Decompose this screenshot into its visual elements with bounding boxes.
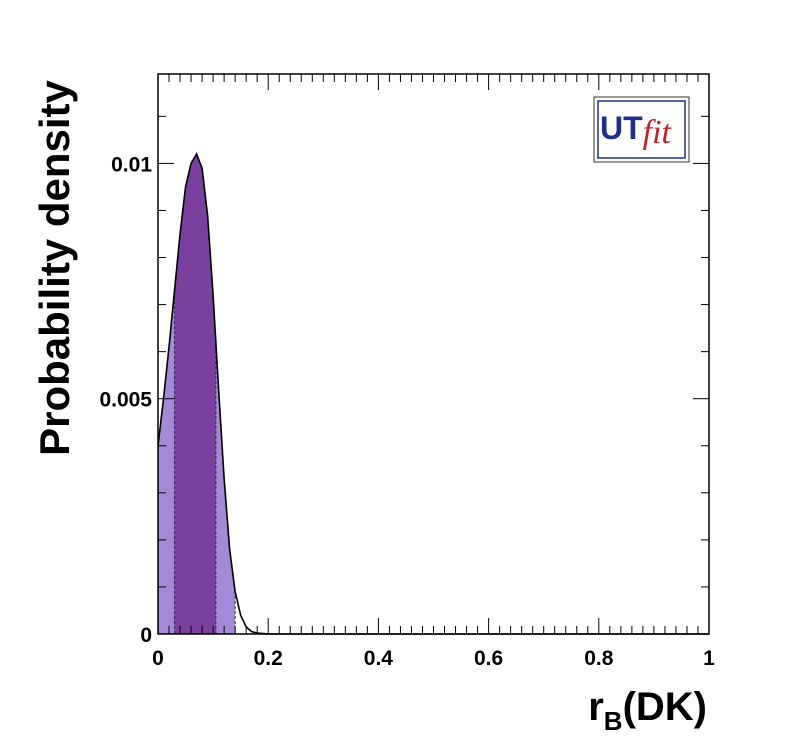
x-axis-title-suffix: (DK)	[623, 685, 707, 729]
x-axis-title-main: r	[588, 685, 604, 729]
density-curve	[158, 154, 709, 634]
x-axis-title-subscript: B	[604, 706, 623, 736]
x-tick-label: 0	[152, 647, 164, 670]
y-tick-label: 0.005	[99, 389, 152, 412]
credible-interval-fills	[158, 154, 235, 634]
y-axis-title: Probability density	[31, 79, 78, 455]
logo-text-ut: UT	[600, 110, 643, 146]
utfit-logo: UTfit	[594, 97, 689, 162]
x-tick-label: 0.4	[364, 647, 394, 670]
y-tick-label: 0	[140, 624, 152, 647]
logo-text: UTfit	[600, 110, 673, 151]
x-tick-label: 0.2	[254, 647, 283, 670]
x-tick-label: 0.8	[584, 647, 614, 670]
logo-text-fit: fit	[643, 114, 673, 151]
x-tick-label: 0.6	[474, 647, 503, 670]
y-tick-label: 0.01	[111, 153, 152, 176]
x-tick-label: 1	[703, 647, 715, 670]
x-axis-title: rB(DK)	[588, 685, 707, 736]
